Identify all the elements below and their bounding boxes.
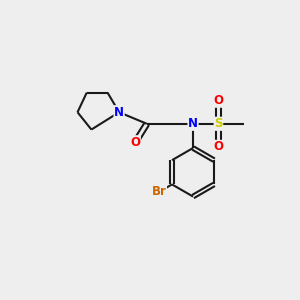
Text: N: N bbox=[114, 106, 124, 119]
Text: O: O bbox=[213, 140, 224, 153]
Text: O: O bbox=[130, 136, 140, 149]
Text: Br: Br bbox=[152, 185, 166, 198]
Text: O: O bbox=[213, 94, 224, 107]
Text: S: S bbox=[214, 117, 223, 130]
Text: N: N bbox=[188, 117, 198, 130]
